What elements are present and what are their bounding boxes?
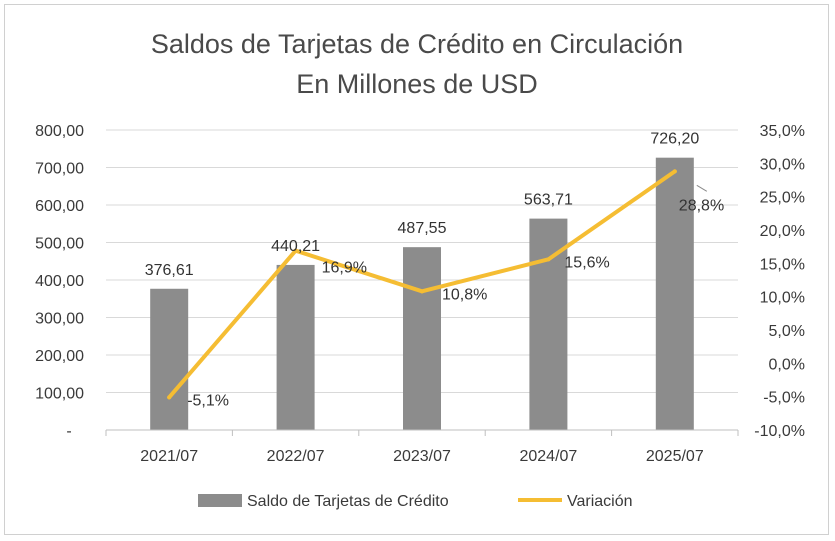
right-tick-label: -10,0% <box>754 423 805 440</box>
line-point <box>420 289 424 294</box>
x-tick-label: 2022/07 <box>267 448 325 465</box>
bar-value-label: 440,21 <box>271 238 320 255</box>
left-tick-label: 300,00 <box>35 311 84 328</box>
x-tick-label: 2024/07 <box>519 448 577 465</box>
right-tick-label: 5,0% <box>769 323 805 340</box>
bar <box>276 264 315 430</box>
line-value-label: 15,6% <box>564 254 609 271</box>
bar-value-label: 376,61 <box>145 262 194 279</box>
bar-value-label: 563,71 <box>524 192 573 209</box>
line-value-label: 10,8% <box>442 286 487 303</box>
legend-swatch-bars <box>198 494 242 507</box>
bar <box>529 218 568 430</box>
right-tick-label: 25,0% <box>760 190 805 207</box>
line-value-label: -5,1% <box>187 392 229 409</box>
right-tick-label: 15,0% <box>760 256 805 273</box>
bar <box>150 288 189 430</box>
bar-value-label: 726,20 <box>650 131 699 148</box>
line-data-labels: -5,1% 16,9% 10,8% 15,6% 28,8% <box>187 184 724 409</box>
line-series <box>167 169 677 400</box>
line-value-label: 28,8% <box>679 197 724 214</box>
bar <box>403 247 441 430</box>
left-tick-label: - <box>66 423 71 440</box>
left-tick-label: 700,00 <box>35 161 84 178</box>
left-tick-label: 800,00 <box>35 123 84 140</box>
x-tick-label: 2023/07 <box>393 448 451 465</box>
left-tick-label: 200,00 <box>35 348 84 365</box>
chart-title: Saldos de Tarjetas de Crédito en Circula… <box>151 29 683 59</box>
left-tick-label: 500,00 <box>35 236 84 253</box>
line-point <box>546 257 551 262</box>
legend: Saldo de Tarjetas de Crédito Variación <box>198 493 633 510</box>
right-tick-label: 35,0% <box>760 123 805 140</box>
bar <box>655 157 694 431</box>
line-value-label: 16,9% <box>322 260 367 277</box>
bar-series <box>150 157 694 431</box>
left-tick-label: 100,00 <box>35 386 84 403</box>
right-axis: -10,0% -5,0% 0,0% 5,0% 10,0% 15,0% 20,0% 25,0% 3… <box>754 123 805 440</box>
left-tick-label: 400,00 <box>35 273 84 290</box>
x-tick-label: 2025/07 <box>646 448 704 465</box>
x-axis: 2021/07 2022/07 2023/07 2024/07 2025/07 <box>105 429 739 465</box>
right-tick-label: 30,0% <box>760 156 805 173</box>
left-tick-label: 600,00 <box>35 198 84 215</box>
right-tick-label: 10,0% <box>760 290 805 307</box>
right-tick-label: 20,0% <box>760 223 805 240</box>
left-axis: - 100,00 200,00 300,00 400,00 500,00 600,00 700… <box>35 123 84 440</box>
line-point <box>672 169 677 174</box>
right-tick-label: 0,0% <box>769 356 805 373</box>
bar-value-label: 487,55 <box>398 220 447 237</box>
label-leader-line <box>696 184 708 192</box>
legend-label-line: Variación <box>567 493 633 510</box>
x-tick-label: 2021/07 <box>140 448 198 465</box>
chart-subtitle: En Millones de USD <box>296 69 538 99</box>
line-point <box>293 248 298 253</box>
right-tick-label: -5,0% <box>763 390 805 407</box>
gridlines <box>106 129 738 393</box>
bar-data-labels: 376,61 440,21 487,55 563,71 726,20 <box>145 131 700 279</box>
line-point <box>167 395 172 400</box>
legend-label-bars: Saldo de Tarjetas de Crédito <box>247 493 449 510</box>
